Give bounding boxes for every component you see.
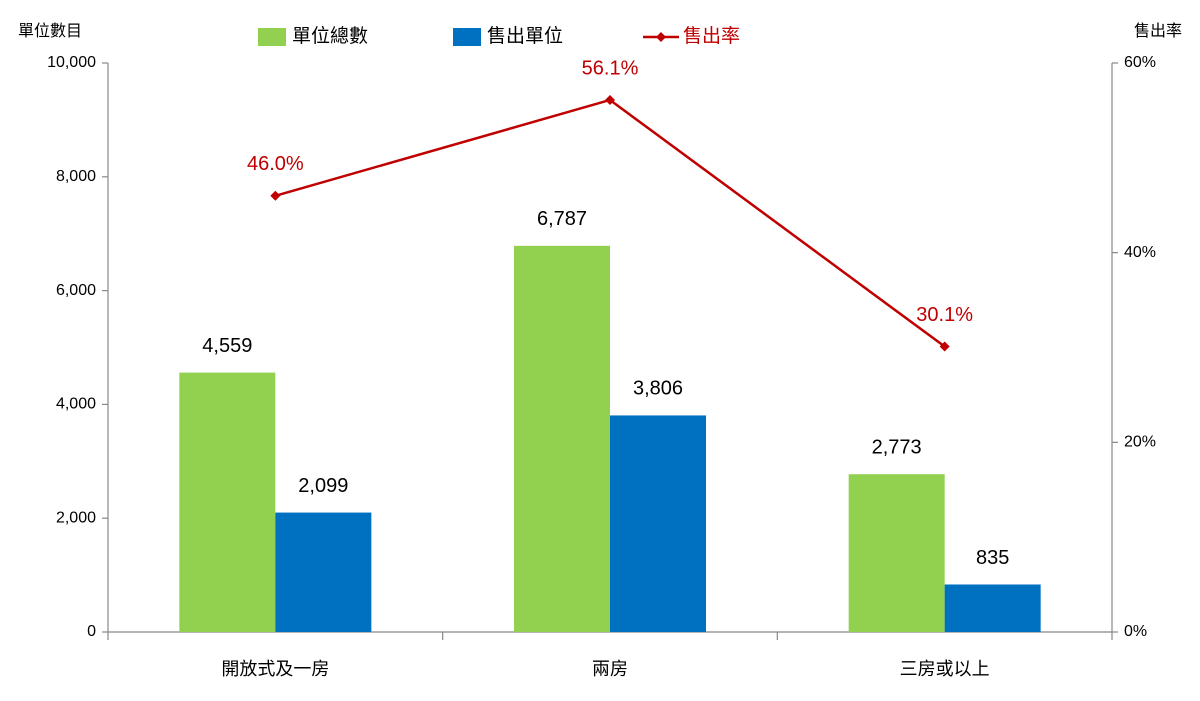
legend-label: 售出單位: [487, 25, 563, 47]
bar: [848, 474, 945, 632]
y2-tick-label: 0%: [1124, 623, 1147, 640]
y-tick-label: 6,000: [56, 282, 96, 299]
y2-tick-label: 60%: [1124, 54, 1156, 71]
bar: [275, 512, 372, 632]
bar-value-label: 4,559: [202, 335, 252, 357]
legend-swatch: [453, 28, 481, 46]
legend-swatch: [258, 28, 286, 46]
line-value-label: 46.0%: [247, 153, 304, 175]
x-tick-label: 三房或以上: [900, 659, 990, 679]
y-tick-label: 2,000: [56, 509, 96, 526]
y2-tick-label: 40%: [1124, 244, 1156, 261]
line-marker: [939, 341, 950, 352]
y-tick-label: 0: [87, 623, 96, 640]
bar-value-label: 2,099: [298, 475, 348, 497]
bar-value-label: 2,773: [872, 436, 922, 458]
x-tick-label: 開放式及一房: [221, 659, 329, 679]
y-tick-label: 10,000: [47, 54, 96, 71]
legend-label: 售出率: [683, 25, 740, 47]
y2-axis-title: 售出率: [1134, 22, 1182, 40]
x-tick-label: 兩房: [592, 659, 628, 679]
bar: [610, 415, 706, 632]
line-value-label: 30.1%: [916, 304, 973, 326]
line-value-label: 56.1%: [582, 57, 639, 79]
legend-label: 單位總數: [292, 25, 368, 47]
bar-value-label: 3,806: [633, 378, 683, 400]
y-tick-label: 8,000: [56, 168, 96, 185]
line-marker: [270, 190, 281, 201]
y2-tick-label: 20%: [1124, 434, 1156, 451]
legend-marker: [656, 32, 666, 42]
bar-value-label: 6,787: [537, 208, 587, 230]
bar: [514, 245, 610, 632]
y-tick-label: 4,000: [56, 396, 96, 413]
bar-value-label: 835: [976, 547, 1009, 569]
bar: [179, 372, 276, 632]
bar: [944, 584, 1041, 632]
y-axis-title: 單位數目: [18, 22, 82, 40]
line-marker: [605, 94, 615, 105]
